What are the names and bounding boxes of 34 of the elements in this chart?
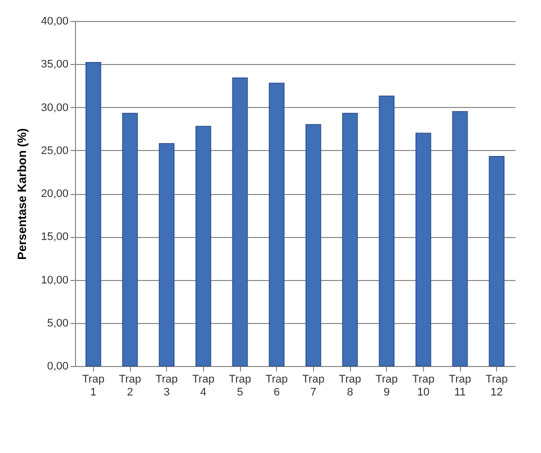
x-tick-label: Trap 1	[82, 374, 104, 398]
bar	[452, 111, 468, 366]
y-tick-label: 0,00	[47, 360, 68, 372]
bar	[416, 132, 432, 366]
bar	[122, 112, 138, 366]
y-tick-label: 15,00	[40, 231, 68, 244]
y-axis-title: Persentase Karbon (%)	[14, 128, 29, 260]
x-tick-label: Trap 8	[338, 374, 362, 398]
y-tick-label: 30,00	[40, 102, 68, 114]
bar	[196, 126, 212, 366]
y-tick-label: 5,00	[47, 317, 68, 330]
y-tick-label: 10,00	[40, 274, 68, 286]
x-tick-label: Trap 3	[156, 374, 178, 398]
bar	[232, 78, 248, 366]
x-tick-label: Trap 2	[118, 374, 142, 398]
bar	[488, 156, 504, 366]
x-tick-label: Trap 4	[192, 374, 214, 398]
bar	[378, 96, 394, 366]
x-tick-label: Trap 11	[448, 374, 472, 398]
x-tick-label: Trap 6	[266, 374, 288, 398]
bar	[268, 82, 284, 366]
y-tick-label: 20,00	[40, 188, 68, 200]
x-tick-label: Trap 10	[412, 374, 434, 398]
bar	[342, 112, 358, 366]
y-tick-label: 25,00	[40, 144, 68, 157]
bar	[306, 124, 322, 366]
bar	[86, 62, 102, 366]
y-tick-label: 40,00	[40, 16, 68, 28]
x-tick-label: Trap 12	[486, 374, 508, 398]
x-tick-label: Trap 5	[228, 374, 252, 398]
y-tick-label: 35,00	[40, 58, 68, 71]
x-tick-label: Trap 7	[302, 374, 324, 398]
x-tick-label: Trap 9	[376, 374, 398, 398]
bar	[158, 143, 174, 366]
